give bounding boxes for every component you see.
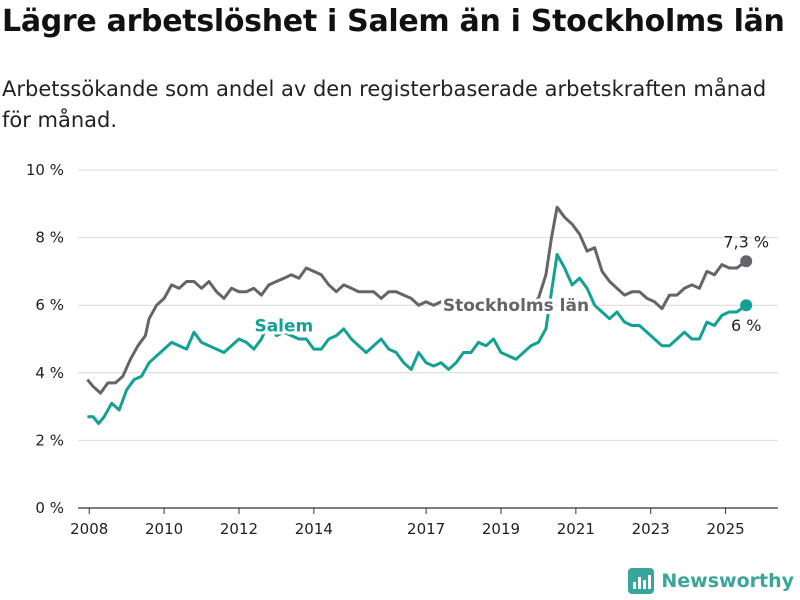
x-tick-label: 2010 [145,520,183,538]
series-line-stockholm [86,205,748,395]
x-tick-label: 2019 [482,520,520,538]
end-point-salem [740,299,753,312]
brand-name: Newsworthy [661,570,794,592]
x-tick-label: 2017 [407,520,445,538]
x-tick-label: 2014 [295,520,333,538]
x-tick-label: 2012 [220,520,258,538]
y-tick-label: 8 % [35,229,64,247]
y-tick-label: 2 % [35,431,64,449]
end-point-stockholm [740,255,753,268]
series-label-stockholm: Stockholms län [443,296,589,316]
y-tick-label: 10 % [26,161,64,179]
end-value-label: 7,3 % [723,232,769,251]
chart-subtitle: Arbetssökande som andel av den registerb… [2,77,767,132]
end-value-label: 6 % [731,316,761,335]
x-tick-label: 2008 [70,520,108,538]
y-tick-label: 0 % [35,499,64,517]
series-label-salem: Salem [254,316,313,336]
y-tick-label: 4 % [35,364,64,382]
line-chart: 0 % 2 % 4 % 6 % 8 % 10 % 2008 2010 2012 2014 2017 2… [26,161,778,538]
x-tick-label: 2021 [557,520,595,538]
series-line-salem [87,253,748,425]
chart-title: Lägre arbetslöshet i Salem än i Stockhol… [2,4,785,39]
newsworthy-logo-icon [628,568,655,594]
brand-logo: Newsworthy [628,568,794,594]
x-tick-label: 2025 [706,520,744,538]
y-tick-label: 6 % [35,296,64,314]
x-tick-label: 2023 [632,520,670,538]
